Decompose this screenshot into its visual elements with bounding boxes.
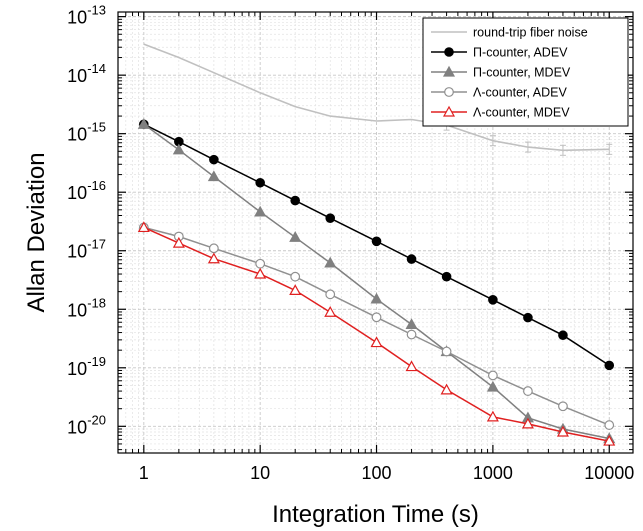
legend: round-trip fiber noise Π-counter, ADEV Π-c… <box>422 17 629 127</box>
y-tick-label: 10-18 <box>67 295 106 320</box>
legend-label: Λ-counter, ADEV <box>473 86 567 100</box>
data-point <box>405 360 418 372</box>
legend-item: round-trip fiber noise <box>431 26 588 40</box>
y-tick-label: 10-13 <box>67 3 106 28</box>
y-tick-exponent: -20 <box>87 412 106 427</box>
y-tick-label: 10-14 <box>67 61 106 86</box>
x-tick-label: 1 <box>139 463 149 483</box>
data-point <box>370 336 383 348</box>
data-point <box>406 254 417 264</box>
y-tick-label: 10-19 <box>67 354 106 379</box>
data-point <box>487 370 498 381</box>
data-point <box>255 177 265 188</box>
data-point <box>255 258 266 269</box>
data-point <box>558 330 568 341</box>
y-tick-label: 10-17 <box>67 237 106 262</box>
legend-item: Π-counter, MDEV <box>431 66 571 80</box>
data-point <box>207 170 220 182</box>
major-grid <box>118 12 633 453</box>
data-point <box>172 143 185 155</box>
data-point <box>137 221 150 233</box>
data-point <box>604 420 615 430</box>
data-point <box>523 312 533 323</box>
y-tick-exponent: -13 <box>87 3 106 18</box>
data-point <box>558 401 568 412</box>
data-point <box>556 425 569 437</box>
data-point <box>371 236 382 247</box>
data-point <box>290 271 301 282</box>
series-4 <box>137 221 616 446</box>
data-point <box>290 195 301 206</box>
y-tick-base: 10 <box>67 8 87 28</box>
data-point <box>604 360 615 371</box>
data-point <box>324 256 337 268</box>
data-point <box>486 380 499 392</box>
legend-marker <box>442 105 456 117</box>
x-tick-label: 10 <box>250 463 270 483</box>
data-point <box>137 118 150 129</box>
data-point <box>209 154 219 165</box>
data-point <box>441 271 452 282</box>
y-tick-base: 10 <box>67 300 87 320</box>
y-tick-label: 10-16 <box>67 178 106 203</box>
data-point <box>254 205 267 217</box>
y-tick-base: 10 <box>67 66 87 86</box>
data-point <box>405 318 418 330</box>
y-tick-exponent: -19 <box>87 354 106 369</box>
legend-label: Π-counter, ADEV <box>473 46 568 60</box>
data-point <box>207 252 220 264</box>
data-point <box>324 305 337 317</box>
data-point <box>172 236 185 248</box>
y-tick-label: 10-15 <box>67 120 106 145</box>
data-point <box>440 383 453 395</box>
data-point <box>289 284 302 296</box>
legend-marker <box>444 87 454 97</box>
data-point <box>486 410 499 422</box>
legend-label: Π-counter, MDEV <box>473 66 571 80</box>
y-tick-base: 10 <box>67 417 87 437</box>
data-point <box>289 231 302 242</box>
data-point <box>208 243 219 254</box>
data-point <box>406 329 417 340</box>
data-point <box>325 289 336 300</box>
x-tick-label: 100 <box>362 463 392 483</box>
legend-item: Λ-counter, MDEV <box>431 106 570 120</box>
y-tick-base: 10 <box>67 242 87 262</box>
data-point <box>371 312 382 323</box>
x-tick-label: 1000 <box>473 463 513 483</box>
y-tick-base: 10 <box>67 359 87 379</box>
legend-marker <box>442 65 456 77</box>
y-tick-label: 10-20 <box>67 412 106 437</box>
legend-item: Π-counter, ADEV <box>431 46 568 60</box>
series-1 <box>139 119 615 371</box>
data-point <box>523 386 533 396</box>
series-layer <box>137 43 616 446</box>
y-tick-exponent: -15 <box>87 120 106 135</box>
legend-item: Λ-counter, ADEV <box>431 86 567 100</box>
x-tick-labels: 1 10 100 1000 10000 <box>139 463 634 483</box>
y-tick-exponent: -17 <box>87 237 106 252</box>
plot-frame <box>117 11 634 454</box>
y-tick-exponent: -16 <box>87 178 106 193</box>
legend-marker <box>444 47 454 57</box>
data-point <box>370 292 383 304</box>
data-point <box>441 346 452 357</box>
x-axis-title: Integration Time (s) <box>272 501 479 528</box>
y-tick-exponent: -14 <box>87 61 106 76</box>
data-point <box>488 295 498 305</box>
y-tick-base: 10 <box>67 183 87 203</box>
y-axis-title: Allan Deviation <box>23 152 50 312</box>
series-3 <box>138 222 615 430</box>
y-tick-base: 10 <box>67 125 87 145</box>
legend-label: round-trip fiber noise <box>473 26 588 40</box>
x-tick-label: 10000 <box>584 463 634 483</box>
data-point <box>521 417 534 429</box>
data-point <box>325 213 336 223</box>
legend-label: Λ-counter, MDEV <box>473 106 570 120</box>
data-point <box>254 267 267 279</box>
y-tick-exponent: -18 <box>87 295 106 310</box>
axis-ticks <box>117 12 633 453</box>
